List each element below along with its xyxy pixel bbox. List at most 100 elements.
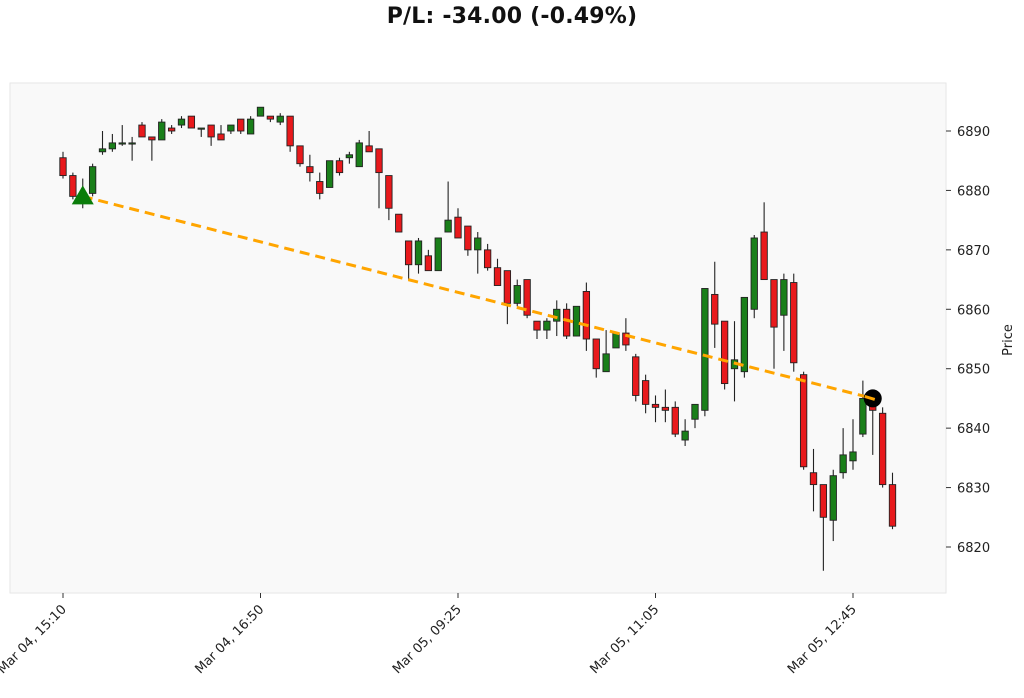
candle — [207, 124, 215, 146]
candle-body-down — [878, 412, 887, 486]
candle — [148, 136, 156, 161]
candle-body-down — [207, 124, 215, 138]
candle-body-down — [720, 320, 729, 385]
candle-body-up — [681, 430, 689, 441]
candle — [572, 305, 581, 337]
candle-body-up — [750, 237, 758, 310]
candle — [138, 122, 146, 138]
candle — [483, 243, 492, 271]
trade-overlay-layer — [71, 185, 882, 408]
candle — [859, 380, 867, 438]
candle — [651, 395, 660, 423]
candle-body-down — [69, 175, 77, 197]
candle-body-up — [572, 305, 581, 337]
candle — [888, 472, 897, 530]
candle-body-down — [562, 308, 571, 337]
candle — [641, 374, 650, 414]
candle — [365, 131, 373, 153]
candle-body-up — [839, 454, 847, 474]
candle — [523, 279, 531, 319]
candle-body-down — [138, 124, 146, 138]
candle — [375, 148, 383, 209]
candle — [286, 115, 294, 152]
candle-body-down — [286, 115, 294, 147]
candle-body-up — [276, 115, 284, 123]
candle-body-down — [266, 115, 275, 120]
candle — [474, 232, 482, 274]
candle-body-down — [809, 472, 818, 486]
candle — [69, 172, 77, 200]
candle-body-down — [365, 145, 373, 153]
candle — [839, 428, 847, 479]
candle — [395, 213, 403, 233]
candle-body-down — [661, 406, 670, 411]
candle — [513, 279, 521, 307]
candle — [276, 113, 284, 126]
candle-body-up — [543, 320, 551, 331]
candle-body-down — [187, 115, 196, 129]
candle — [118, 125, 126, 146]
candle-body-up — [701, 288, 709, 411]
candle — [582, 282, 591, 351]
candle — [256, 106, 265, 117]
candle — [187, 115, 196, 129]
candle-body-down — [622, 332, 630, 346]
candle — [59, 151, 67, 179]
candle — [740, 296, 749, 378]
candle-body-up — [414, 240, 423, 266]
candle-body-down — [790, 282, 798, 364]
candle-body-up — [256, 106, 265, 117]
candle — [128, 136, 136, 161]
candle-body-down — [671, 406, 679, 435]
candle — [385, 175, 393, 221]
candle — [197, 127, 205, 137]
candle — [237, 118, 245, 134]
candle-body-up — [474, 237, 482, 251]
candle-body-up — [553, 308, 561, 322]
candle — [543, 318, 551, 339]
candle-body-down — [454, 216, 462, 239]
x-tick-label: Mar 04, 15:10 — [0, 602, 70, 677]
candle — [444, 181, 452, 233]
candle-body-down — [582, 291, 591, 340]
candle — [355, 139, 363, 168]
candle-body-down — [493, 267, 502, 286]
candle-body-up — [108, 142, 117, 150]
candle-body-up — [740, 296, 749, 373]
candle — [246, 116, 255, 135]
y-tick-label: 6820 — [957, 541, 990, 556]
candle — [98, 131, 107, 155]
candle-body-down — [385, 175, 393, 209]
x-tick-label: Mar 04, 16:50 — [192, 602, 267, 677]
candle-body-down — [217, 133, 225, 141]
candle — [849, 419, 857, 470]
candle-body-down — [641, 380, 650, 405]
candle-body-down — [533, 320, 541, 331]
y-axis-label: Price — [1001, 324, 1016, 356]
candle-body-up — [227, 124, 235, 132]
candle-body-down — [770, 279, 778, 328]
candle — [227, 124, 235, 134]
candle — [503, 270, 512, 325]
candle — [108, 133, 117, 152]
candle-body-up — [691, 403, 699, 420]
candle — [167, 125, 176, 134]
candle-body-down — [523, 279, 531, 316]
candle — [424, 249, 433, 272]
candle — [632, 353, 640, 402]
candle-body-up — [128, 142, 136, 145]
candle-body-up — [859, 397, 867, 435]
candle-body-up — [513, 285, 521, 304]
plot-area — [9, 82, 947, 594]
candle — [711, 261, 719, 348]
trade-trend-line — [82, 194, 874, 400]
candle-body-down — [483, 249, 492, 269]
candle-body-down — [306, 166, 314, 174]
candle-body-down — [395, 213, 403, 233]
candle-body-up — [434, 237, 442, 272]
candles-layer — [59, 106, 897, 571]
candle — [533, 320, 541, 339]
candle-body-down — [819, 484, 828, 518]
candle — [434, 237, 442, 272]
